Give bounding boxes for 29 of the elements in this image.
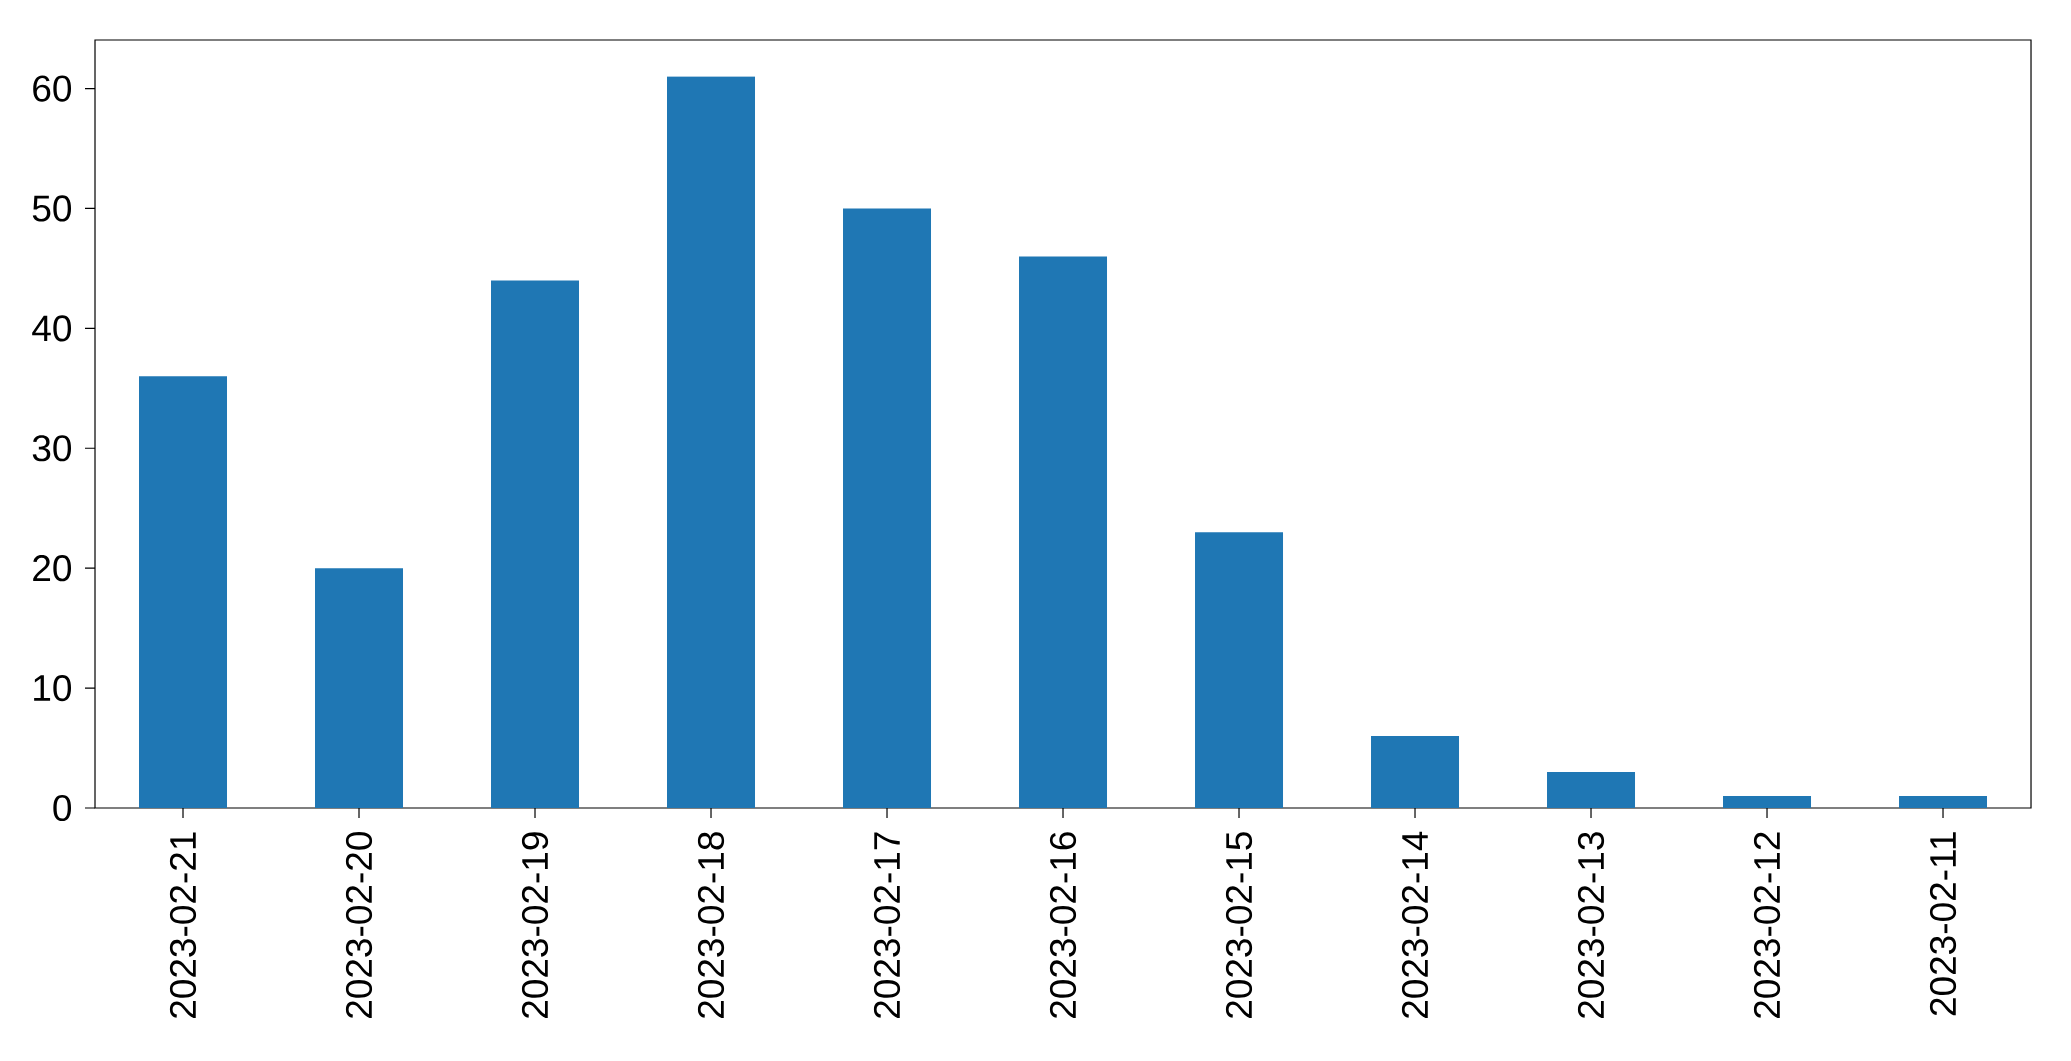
- bar: [491, 280, 580, 808]
- x-tick-label: 2023-02-12: [1753, 832, 1781, 1018]
- y-tick-label: 20: [33, 555, 72, 582]
- x-tick-label: 2023-02-17: [873, 832, 901, 1018]
- x-tick-label: 2023-02-14: [1401, 831, 1429, 1018]
- y-tick-label: 10: [34, 675, 72, 702]
- x-tick-label: 2023-02-11: [1929, 832, 1957, 1016]
- bar: [1899, 796, 1988, 808]
- x-tick-label: 2023-02-19: [521, 832, 549, 1018]
- bar: [315, 568, 404, 808]
- bar: [1371, 736, 1460, 808]
- bar: [1019, 256, 1108, 808]
- bar: [1547, 772, 1636, 808]
- bar: [139, 376, 227, 808]
- x-tick-label: 2023-02-16: [1049, 832, 1077, 1018]
- bar: [1723, 796, 1812, 808]
- y-tick-label: 40: [32, 315, 72, 342]
- x-tick-label: 2023-02-20: [345, 832, 373, 1018]
- x-tick-label: 2023-02-15: [1225, 832, 1253, 1018]
- y-tick-label: 60: [33, 75, 72, 102]
- y-tick-label: 50: [32, 195, 72, 222]
- x-tick-label: 2023-02-18: [697, 832, 725, 1018]
- x-tick-label: 2023-02-21: [169, 832, 197, 1018]
- bar: [667, 76, 756, 808]
- bar: [1195, 532, 1284, 808]
- bar: [843, 208, 932, 808]
- y-tick-label: 0: [53, 794, 72, 822]
- x-tick-label: 2023-02-13: [1577, 832, 1605, 1018]
- y-tick-label: 30: [32, 435, 72, 462]
